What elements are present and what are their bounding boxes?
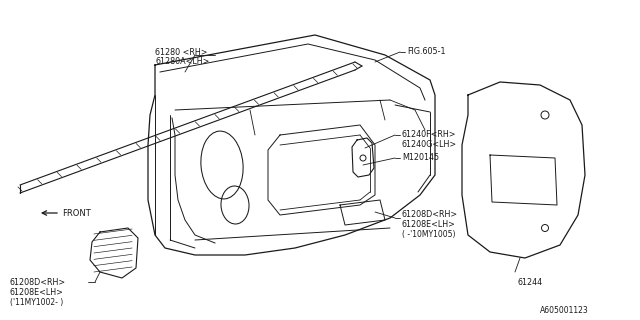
Text: 61280 <RH>: 61280 <RH> xyxy=(155,48,207,57)
Text: M120145: M120145 xyxy=(402,154,439,163)
Text: 61208E<LH>: 61208E<LH> xyxy=(402,220,456,229)
Text: 61208D<RH>: 61208D<RH> xyxy=(10,278,66,287)
Text: 61244: 61244 xyxy=(517,278,542,287)
Text: ('11MY1002- ): ('11MY1002- ) xyxy=(10,298,63,307)
Text: 61280A<LH>: 61280A<LH> xyxy=(155,57,209,66)
Text: 61240F<RH>: 61240F<RH> xyxy=(402,130,456,139)
Text: FRONT: FRONT xyxy=(62,209,91,218)
Text: FIG.605-1: FIG.605-1 xyxy=(407,47,445,57)
Text: 61240G<LH>: 61240G<LH> xyxy=(402,140,457,149)
Text: A605001123: A605001123 xyxy=(540,306,589,315)
Text: 61208E<LH>: 61208E<LH> xyxy=(10,288,64,297)
Text: ( -'10MY1005): ( -'10MY1005) xyxy=(402,230,456,239)
Text: 61208D<RH>: 61208D<RH> xyxy=(402,210,458,219)
